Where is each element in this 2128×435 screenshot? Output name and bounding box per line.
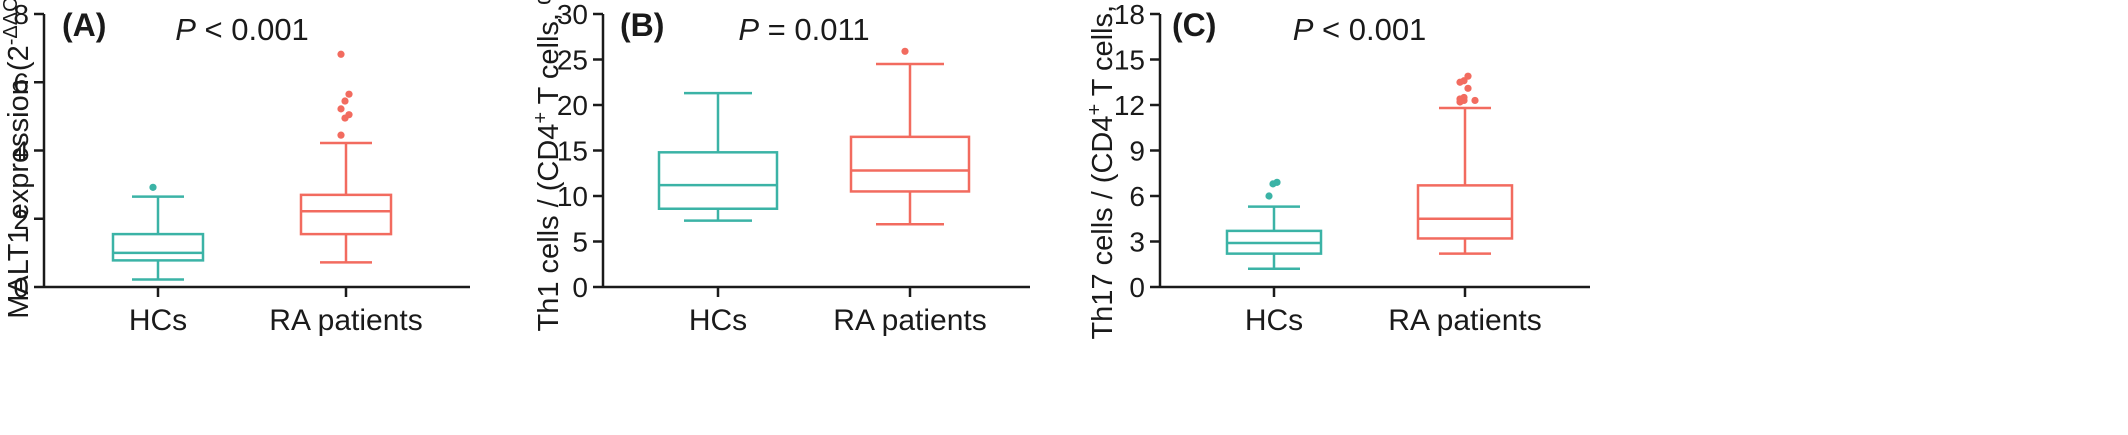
y-tick-label: 18 xyxy=(1114,0,1145,30)
y-tick-label: 2 xyxy=(13,204,29,235)
outlier-point xyxy=(1471,96,1479,105)
iqr-box xyxy=(299,193,393,236)
panel-letter: (A) xyxy=(62,7,106,43)
y-tick-label: 30 xyxy=(557,0,588,30)
y-tick-label: 0 xyxy=(13,272,29,303)
y-axis-label-main: MALT1 expression (2 xyxy=(3,45,35,318)
box-hcs xyxy=(1225,205,1323,271)
p-value-symbol: P xyxy=(175,12,196,47)
box-ra-patients xyxy=(1416,106,1514,255)
panel-1: 0 2 4 6 8 HCs RA patients MALT1 expression (2-Δ… xyxy=(0,0,470,337)
y-axis-label: Th1 cells / (CD4+ T cells, %) xyxy=(530,0,565,331)
outlier-point xyxy=(149,183,157,191)
outlier-point xyxy=(1460,93,1468,102)
x-category-label: HCs xyxy=(1245,304,1303,337)
outlier-point xyxy=(345,111,353,119)
outlier-point xyxy=(345,90,353,98)
p-value-symbol: P xyxy=(738,12,759,47)
y-tick-label: 15 xyxy=(557,136,588,167)
y-tick-label: 25 xyxy=(557,45,588,76)
box-ra-patients xyxy=(849,62,971,226)
y-axis-label-main: Th17 cells / (CD4 xyxy=(1087,116,1119,340)
outlier-point xyxy=(901,47,909,55)
box-hcs xyxy=(657,91,779,222)
p-value-label: P = 0.011 xyxy=(738,12,869,47)
box-ra-patients xyxy=(299,141,393,264)
x-category-label: RA patients xyxy=(1388,304,1541,337)
y-axis-label-superscript: + xyxy=(530,112,552,124)
p-value-text: < 0.001 xyxy=(1313,12,1426,47)
p-value-text: < 0.001 xyxy=(196,12,309,47)
outlier-point xyxy=(337,50,345,58)
iqr-box xyxy=(849,135,971,193)
iqr-box xyxy=(111,232,205,262)
outlier-point xyxy=(1464,84,1472,92)
y-axis-label-end: T cells, %) xyxy=(1087,0,1119,104)
y-tick-label: 5 xyxy=(572,227,588,258)
y-axis-label-superscript: + xyxy=(1084,104,1106,116)
panel-letter: (C) xyxy=(1172,7,1216,43)
y-tick-label: 10 xyxy=(557,181,588,212)
outlier-point xyxy=(337,131,345,139)
y-tick-label: 12 xyxy=(1114,90,1145,121)
outlier-point xyxy=(1265,192,1273,200)
y-tick-label: 20 xyxy=(557,90,588,121)
outlier-point xyxy=(1464,72,1472,80)
iqr-box xyxy=(657,151,779,210)
outlier-point xyxy=(341,97,349,105)
outlier-point xyxy=(1273,178,1281,186)
y-tick-label: 6 xyxy=(1129,181,1145,212)
y-tick-label: 3 xyxy=(1129,227,1145,258)
iqr-box xyxy=(1416,184,1514,240)
panel-3: 0 3 6 9 12 15 18 HCs RA patients Th17 cells / (CD… xyxy=(1084,0,1590,340)
y-tick-label: 4 xyxy=(13,136,29,167)
y-tick-label: 15 xyxy=(1114,45,1145,76)
y-axis-label-main: Th1 cells / (CD4 xyxy=(533,124,565,332)
p-value-label: P < 0.001 xyxy=(1293,12,1427,47)
y-tick-label: 6 xyxy=(13,67,29,98)
p-value-symbol: P xyxy=(1293,12,1314,47)
y-axis-label: Th17 cells / (CD4+ T cells, %) xyxy=(1084,0,1119,340)
outlier-point xyxy=(337,105,345,113)
x-category-label: HCs xyxy=(689,304,747,337)
p-value-label: P < 0.001 xyxy=(175,12,309,47)
panel-2: 0 5 10 15 20 25 30 HCs RA patients Th1 cells / (C… xyxy=(530,0,1030,337)
y-axis-label: MALT1 expression (2-ΔΔCt) xyxy=(0,0,35,319)
p-value-text: = 0.011 xyxy=(759,12,870,47)
y-axis-label-superscript: -ΔΔCt xyxy=(0,0,22,45)
y-axis-label-end: T cells, %) xyxy=(533,0,565,112)
x-category-label: RA patients xyxy=(833,304,986,337)
y-tick-label: 9 xyxy=(1129,136,1145,167)
box-hcs xyxy=(111,195,205,281)
x-category-label: RA patients xyxy=(269,304,422,337)
y-tick-label: 0 xyxy=(1129,272,1145,303)
panel-letter: (B) xyxy=(620,7,664,43)
y-tick-label: 8 xyxy=(13,0,29,30)
y-tick-label: 0 xyxy=(572,272,588,303)
x-category-label: HCs xyxy=(129,304,187,337)
